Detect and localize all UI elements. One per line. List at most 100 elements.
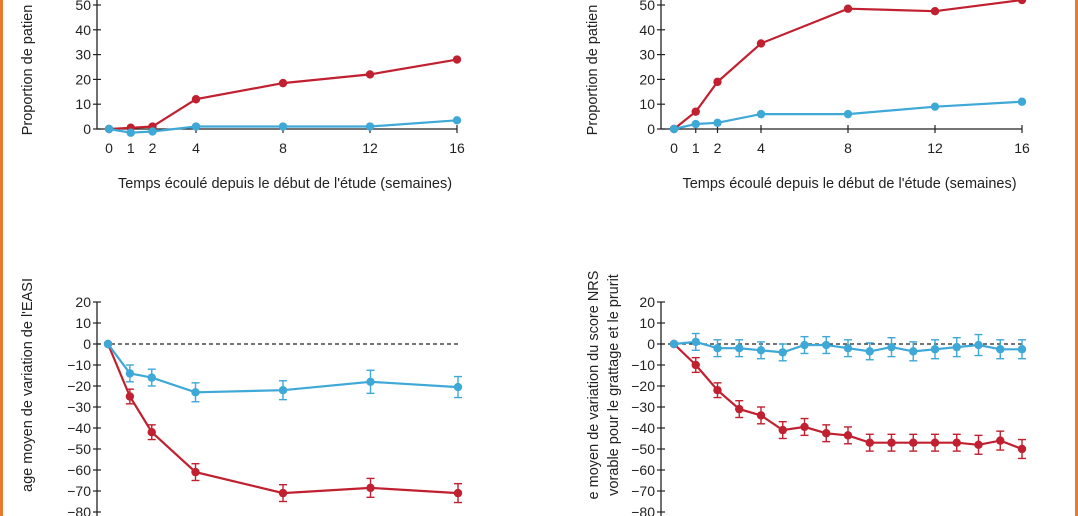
data-point-red — [452, 55, 462, 64]
x-tick-label: 8 — [844, 140, 852, 156]
data-point-red — [691, 360, 700, 370]
data-point-red — [974, 440, 983, 449]
x-tick-label: 2 — [149, 140, 157, 156]
data-point-red — [843, 4, 853, 13]
data-point-red — [1017, 0, 1027, 5]
data-point-blue — [843, 109, 853, 119]
data-point-red — [691, 107, 700, 116]
y-tick-label: −30 — [67, 399, 91, 415]
y-tick-label: −10 — [631, 357, 655, 373]
data-point-red — [930, 438, 940, 447]
data-point-blue — [778, 348, 787, 357]
data-point-blue — [756, 346, 766, 355]
right-border — [1075, 0, 1078, 516]
data-point-red — [1017, 444, 1027, 454]
data-point-blue — [191, 388, 200, 397]
left-border — [0, 0, 3, 516]
y-tick-label: −40 — [631, 420, 655, 436]
y-tick-label: 30 — [639, 47, 655, 63]
y-tick-label: 50 — [639, 0, 655, 13]
y-tick-label: 0 — [83, 121, 91, 137]
y-axis-label: Proportion de patien — [585, 5, 601, 136]
y-tick-label: 20 — [75, 71, 91, 87]
data-point-blue — [103, 339, 113, 349]
data-point-blue — [822, 340, 831, 350]
data-point-red — [191, 467, 200, 477]
data-point-blue — [278, 386, 288, 395]
x-tick-label: 4 — [757, 140, 765, 156]
data-point-blue — [843, 344, 853, 353]
data-point-blue — [1017, 345, 1027, 354]
y-tick-label: −20 — [631, 378, 655, 394]
y-tick-label: −50 — [631, 441, 655, 457]
data-point-blue — [669, 339, 679, 349]
data-point-blue — [865, 347, 874, 356]
data-point-blue — [952, 342, 961, 352]
y-tick-label: 20 — [75, 294, 91, 310]
data-point-blue — [125, 369, 135, 378]
y-axis-label-line2: vorable pour le grattage et le prurit — [606, 274, 622, 496]
chart-bottom-left: 20 10 0 −10 −20 −30 −40 −50 −60 −70 −80 age moyen d… — [20, 278, 463, 516]
x-tick-label: 0 — [670, 140, 678, 156]
data-point-blue — [756, 109, 766, 119]
data-point-blue — [278, 122, 288, 131]
x-tick-label: 1 — [692, 140, 700, 156]
data-point-red — [365, 70, 375, 79]
data-point-red — [996, 436, 1005, 445]
chart-bottom-right: 20 10 0 −10 −20 −30 −40 −50 −60 −70 −80 e moyen de … — [586, 271, 1027, 516]
data-point-blue — [713, 344, 722, 353]
y-tick-label: 30 — [75, 47, 91, 63]
data-point-red — [453, 488, 463, 498]
data-point-red — [952, 438, 961, 447]
data-point-blue — [148, 127, 157, 136]
data-point-red — [865, 438, 874, 447]
y-tick-label: −60 — [67, 462, 91, 478]
data-point-blue — [735, 344, 744, 353]
data-point-red — [909, 438, 918, 447]
data-point-blue — [1017, 97, 1027, 106]
data-point-red — [147, 428, 156, 437]
y-tick-label: −70 — [67, 483, 91, 499]
y-tick-label: −20 — [67, 378, 91, 394]
y-tick-label: −80 — [631, 504, 655, 516]
data-point-red — [887, 438, 896, 447]
x-axis-label: Temps écoulé depuis le début de l'étude … — [118, 176, 452, 192]
x-axis-label: Temps écoulé depuis le début de l'étude … — [682, 176, 1016, 192]
data-point-blue — [909, 347, 918, 356]
data-point-red — [713, 386, 722, 395]
y-tick-label: 10 — [639, 315, 655, 331]
y-tick-label: 20 — [639, 71, 655, 87]
y-tick-label: 10 — [639, 96, 655, 112]
data-point-blue — [453, 382, 463, 392]
x-tick-label: 16 — [1014, 140, 1030, 156]
y-tick-label: 0 — [647, 121, 655, 137]
y-tick-label: 0 — [83, 336, 91, 352]
y-tick-label: −50 — [67, 441, 91, 457]
y-tick-label: 20 — [639, 294, 655, 310]
data-point-red — [278, 488, 288, 498]
x-tick-label: 1 — [127, 140, 135, 156]
data-point-blue — [365, 122, 375, 131]
y-tick-label: −40 — [67, 420, 91, 436]
data-point-red — [713, 77, 722, 87]
data-point-blue — [669, 124, 679, 134]
data-point-blue — [930, 345, 940, 354]
y-tick-label: 10 — [75, 315, 91, 331]
data-point-blue — [800, 340, 809, 350]
data-point-blue — [691, 119, 700, 129]
y-tick-label: −30 — [631, 399, 655, 415]
data-point-blue — [691, 337, 700, 347]
y-axis-label: age moyen de variation de l'EASI — [20, 278, 36, 492]
y-tick-label: −10 — [67, 357, 91, 373]
y-tick-label: 40 — [75, 22, 91, 38]
y-tick-label: −80 — [67, 504, 91, 516]
y-axis-label: Proportion de patien — [20, 5, 36, 136]
y-tick-label: 0 — [647, 336, 655, 352]
data-point-blue — [147, 373, 156, 382]
data-point-red — [778, 425, 787, 435]
data-point-blue — [974, 340, 983, 350]
x-tick-label: 8 — [279, 140, 287, 156]
x-tick-label: 12 — [362, 140, 378, 156]
